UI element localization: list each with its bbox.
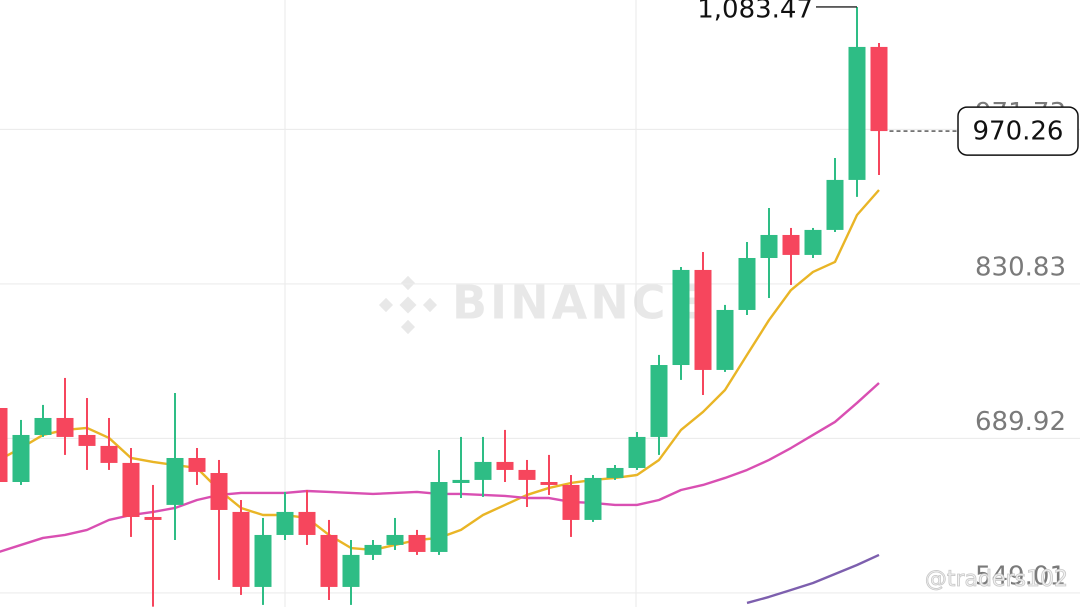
candle-body (628, 436, 646, 468)
y-tick-label: 689.92 (975, 407, 1066, 437)
candle-body (210, 473, 228, 510)
candle-body (78, 434, 96, 446)
candle-body (562, 484, 580, 520)
candle-body (672, 269, 690, 366)
candle-body (716, 309, 734, 370)
y-tick-label: 830.83 (975, 252, 1066, 282)
candle-body (738, 257, 756, 310)
candle-body (584, 477, 602, 520)
candle-body (364, 544, 382, 555)
candle-body (166, 457, 184, 505)
candle-body (0, 407, 8, 483)
ma-line (746, 553, 880, 605)
handle-watermark: @traders102 (925, 567, 1068, 592)
candle-body (298, 511, 316, 535)
candle-body (848, 46, 866, 180)
candle-body (870, 46, 888, 132)
max-label: 1,083.47 (697, 0, 813, 24)
candle-body (430, 482, 448, 552)
candle-body (12, 434, 30, 483)
candles (0, 6, 888, 607)
candle-body (496, 461, 514, 470)
candle-body (386, 534, 404, 545)
candle-body (606, 467, 624, 478)
candle-body (34, 417, 52, 435)
candle-body (540, 482, 558, 485)
candle-body (254, 534, 272, 587)
candle-body (474, 461, 492, 480)
candle-body (276, 511, 294, 535)
y-tick-label: 549.01 (975, 561, 1066, 591)
candle-body (650, 365, 668, 437)
candle-body (804, 229, 822, 255)
candle-body (320, 534, 338, 587)
watermark-logo (378, 275, 438, 335)
candle-body (342, 554, 360, 587)
candle-body (56, 417, 74, 437)
last-price-label: 970.26 (973, 117, 1064, 147)
candle-body (826, 179, 844, 230)
candle-body (694, 269, 712, 370)
candle-body (760, 234, 778, 258)
candle-body (100, 445, 118, 463)
candle-body (518, 469, 536, 480)
candle-body (452, 479, 470, 483)
candle-body (144, 516, 162, 520)
candle-body (782, 234, 800, 255)
last-price-box (957, 106, 1079, 156)
candle-body (122, 462, 140, 517)
candle-body (408, 534, 426, 552)
candle-body (188, 457, 206, 472)
candle-body (232, 511, 250, 587)
annotations: 970.26 1,083.47 (697, 0, 1079, 156)
